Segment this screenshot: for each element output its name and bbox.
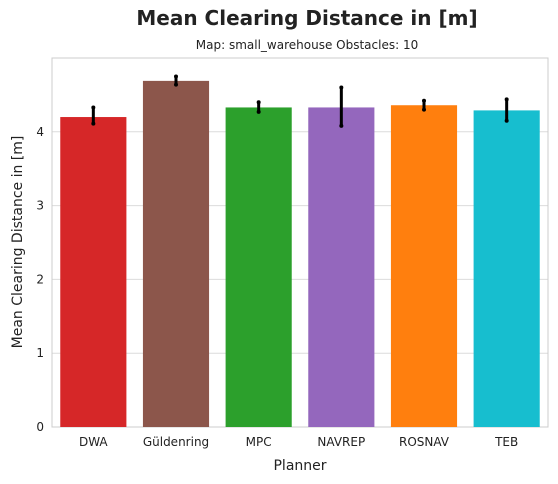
x-tick-label: NAVREP [317,435,365,449]
bar-1 [142,80,210,428]
y-tick-label: 4 [36,125,44,139]
error-cap-high-4 [422,98,426,103]
x-tick-label: MPC [246,435,272,449]
y-tick-label: 0 [36,420,44,434]
error-bars [91,74,509,128]
error-cap-high-2 [256,100,261,105]
x-tick-label: TEB [494,435,518,449]
error-cap-high-5 [504,97,509,102]
x-axis-label: Planner [273,458,326,474]
bar-3 [308,107,375,428]
y-ticks: 0 1 2 3 4 [36,125,44,434]
error-cap-low-3 [339,123,344,128]
chart-title: Mean Clearing Distance in [m] [136,6,477,30]
error-cap-high-1 [174,74,178,79]
x-ticks: DWA Güldenring MPC NAVREP ROSNAV TEB [79,435,518,449]
bar-0 [60,117,127,427]
plot-frame [51,57,549,428]
bar-5 [473,110,540,427]
error-cap-high-0 [91,105,96,110]
error-cap-low-2 [256,109,261,114]
y-axis-label: Mean Clearing Distance in [m] [10,136,26,349]
x-tick-label: Güldenring [143,435,209,449]
y-tick-label: 1 [36,346,44,360]
bars [60,80,540,428]
error-cap-low-0 [91,121,96,126]
x-tick-label: DWA [79,435,108,449]
error-cap-high-3 [339,85,344,90]
bar-2 [225,107,292,428]
x-tick-label: ROSNAV [399,435,450,449]
error-cap-low-1 [174,82,178,87]
error-cap-low-4 [422,107,426,112]
y-tick-label: 2 [36,272,44,286]
chart-subtitle: Map: small_warehouse Obstacles: 10 [196,38,418,52]
error-cap-low-5 [504,118,509,123]
bar-4 [390,105,458,428]
y-tick-label: 3 [36,199,44,213]
